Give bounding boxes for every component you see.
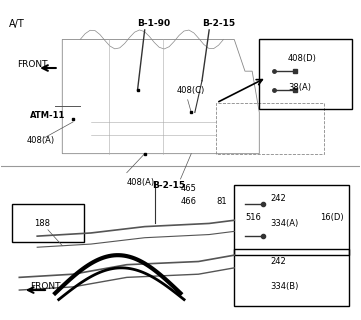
Text: 408(A): 408(A): [127, 178, 155, 187]
Bar: [259, 39, 352, 109]
Text: 242: 242: [270, 257, 286, 266]
Text: B-1-90: B-1-90: [138, 19, 171, 28]
Text: 334(B): 334(B): [270, 282, 299, 292]
Text: 408(A): 408(A): [26, 136, 55, 146]
Text: 408(D): 408(D): [288, 54, 317, 63]
Text: A/T: A/T: [9, 19, 24, 28]
Text: 242: 242: [270, 194, 286, 203]
Text: B-2-15: B-2-15: [152, 181, 185, 190]
Text: 38(A): 38(A): [288, 83, 311, 92]
Text: 516: 516: [245, 212, 261, 222]
Text: 465: 465: [180, 184, 196, 193]
Text: FRONT: FRONT: [18, 60, 48, 69]
Text: 334(A): 334(A): [270, 219, 298, 228]
Text: 16(D): 16(D): [320, 212, 344, 222]
Text: B-2-15: B-2-15: [202, 19, 235, 28]
Text: FRONT: FRONT: [30, 282, 61, 292]
Text: 408(C): 408(C): [177, 86, 205, 95]
Bar: [12, 204, 84, 243]
Text: ATM-11: ATM-11: [30, 111, 65, 120]
Text: 188: 188: [34, 219, 49, 228]
Bar: [234, 185, 349, 255]
Text: 81: 81: [216, 197, 227, 206]
Text: 466: 466: [180, 197, 196, 206]
Bar: [234, 249, 349, 306]
